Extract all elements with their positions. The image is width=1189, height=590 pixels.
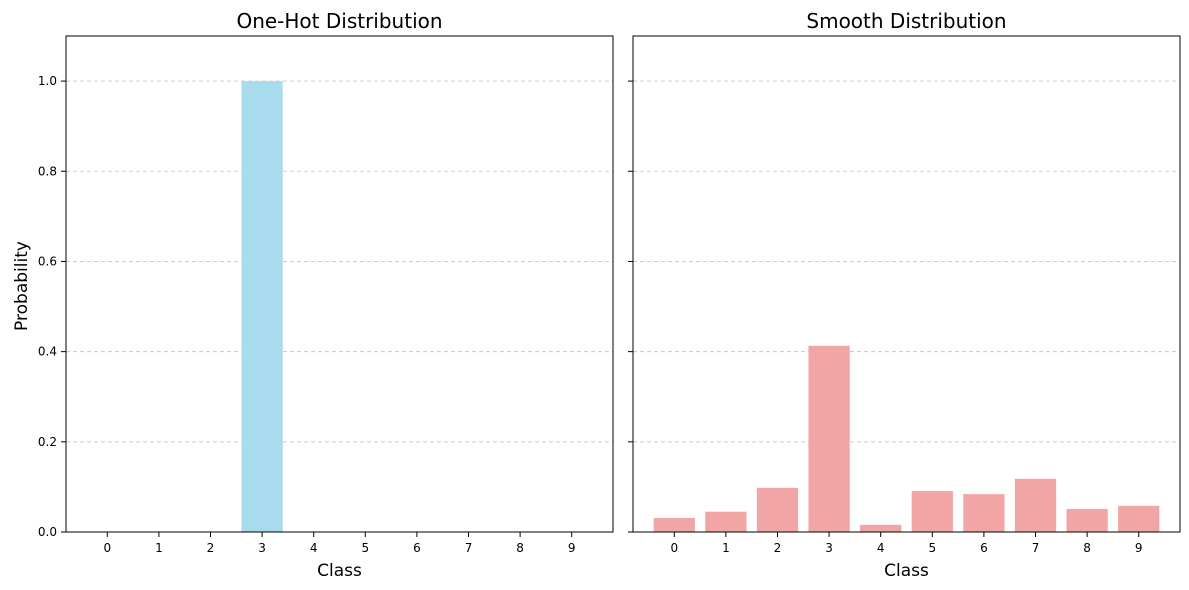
- chart-title: One-Hot Distribution: [236, 9, 442, 33]
- bar-class-3: [808, 345, 850, 532]
- x-tick-label: 1: [155, 541, 163, 555]
- y-tick-label: 0.6: [38, 254, 57, 268]
- x-tick-label: 3: [825, 541, 833, 555]
- bar-class-5: [911, 490, 953, 532]
- x-tick-label: 4: [310, 541, 318, 555]
- x-tick-label: 0: [670, 541, 678, 555]
- x-tick-label: 7: [465, 541, 473, 555]
- x-tick-label: 5: [361, 541, 369, 555]
- plot-frame: [632, 35, 1181, 533]
- bar-class-8: [1066, 509, 1108, 532]
- y-tick-label: 0.4: [38, 345, 57, 359]
- x-tick-label: 8: [516, 541, 524, 555]
- bar-class-3: [241, 81, 283, 532]
- bar-class-1: [705, 511, 747, 532]
- x-tick-label: 8: [1083, 541, 1091, 555]
- x-tick-label: 2: [207, 541, 215, 555]
- bar-class-4: [860, 524, 902, 532]
- bar-class-2: [756, 487, 799, 532]
- bar-class-9: [1118, 505, 1160, 532]
- x-tick-label: 2: [774, 541, 782, 555]
- y-tick-label: 0.0: [38, 525, 57, 539]
- x-tick-label: 0: [103, 541, 111, 555]
- plot-frame: [65, 35, 614, 533]
- x-axis-label: Class: [317, 561, 362, 581]
- y-tick-label: 0.8: [38, 164, 57, 178]
- y-tick-label: 0.2: [38, 435, 57, 449]
- y-axis-label: Probability: [12, 241, 32, 331]
- x-tick-label: 6: [980, 541, 988, 555]
- x-tick-label: 7: [1032, 541, 1040, 555]
- bar-class-7: [1014, 478, 1057, 532]
- x-tick-label: 3: [258, 541, 266, 555]
- one-hot-chart: One-Hot Distribution Probability Class 0…: [12, 9, 614, 581]
- smooth-chart: Smooth Distribution Class 0 1 2 3 4 5 6 7 8 9: [628, 9, 1181, 581]
- x-tick-label: 6: [413, 541, 421, 555]
- x-tick-label: 4: [877, 541, 885, 555]
- bar-class-0: [653, 518, 695, 532]
- x-tick-label: 9: [568, 541, 576, 555]
- x-axis-label: Class: [884, 561, 929, 581]
- y-tick-label: 1.0: [38, 74, 57, 88]
- x-tick-label: 9: [1135, 541, 1143, 555]
- x-tick-label: 1: [722, 541, 730, 555]
- x-tick-label: 5: [928, 541, 936, 555]
- bar-class-6: [963, 494, 1005, 532]
- chart-title: Smooth Distribution: [806, 9, 1006, 33]
